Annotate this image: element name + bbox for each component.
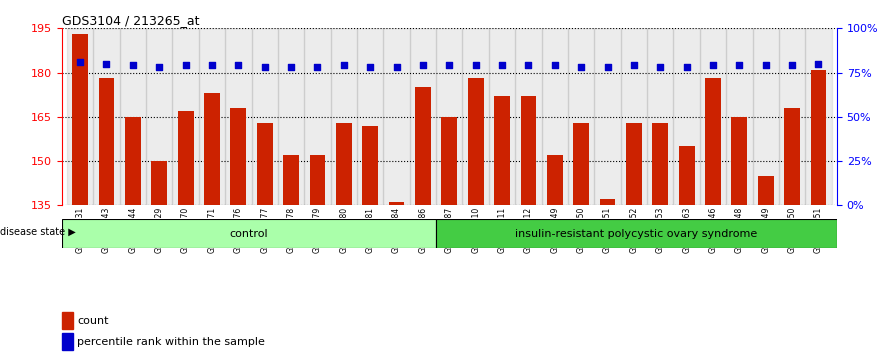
Point	[416, 63, 430, 68]
Text: control: control	[229, 229, 268, 239]
Bar	[647, 28, 673, 205]
Text: count: count	[78, 316, 108, 326]
Bar	[152, 161, 167, 354]
Bar	[494, 96, 510, 354]
Bar	[811, 70, 826, 354]
Bar	[626, 123, 642, 354]
Text: insulin-resistant polycystic ovary syndrome: insulin-resistant polycystic ovary syndr…	[515, 229, 758, 239]
Bar	[678, 146, 694, 354]
Point	[205, 63, 219, 68]
Bar	[652, 123, 668, 354]
Bar	[574, 123, 589, 354]
Bar	[62, 333, 73, 350]
Point	[601, 64, 615, 70]
Point	[310, 64, 324, 70]
Point	[811, 61, 825, 67]
Bar	[542, 28, 568, 205]
Point	[574, 64, 589, 70]
Point	[653, 64, 667, 70]
Point	[337, 63, 351, 68]
Bar	[463, 28, 489, 205]
Bar	[441, 117, 457, 354]
Bar	[700, 28, 726, 205]
Bar	[93, 28, 120, 205]
Bar	[489, 28, 515, 205]
Bar	[705, 79, 721, 354]
Bar	[256, 123, 272, 354]
Bar	[204, 93, 220, 354]
Bar	[99, 79, 115, 354]
Bar	[173, 28, 199, 205]
Point	[469, 63, 483, 68]
Point	[442, 63, 456, 68]
Bar	[283, 155, 299, 354]
Bar	[62, 312, 73, 329]
Bar	[67, 28, 93, 205]
Point	[73, 59, 87, 65]
Bar	[336, 123, 352, 354]
Text: disease state ▶: disease state ▶	[0, 227, 76, 237]
Bar	[805, 28, 832, 205]
Bar	[226, 28, 252, 205]
FancyBboxPatch shape	[436, 219, 837, 248]
Point	[627, 63, 641, 68]
FancyBboxPatch shape	[62, 219, 436, 248]
Bar	[731, 117, 747, 354]
Point	[100, 61, 114, 67]
Bar	[383, 28, 410, 205]
Bar	[726, 28, 752, 205]
Point	[363, 64, 377, 70]
Point	[759, 63, 773, 68]
Bar	[595, 28, 621, 205]
Bar	[621, 28, 647, 205]
Point	[679, 64, 693, 70]
Point	[522, 63, 536, 68]
Point	[257, 64, 271, 70]
Bar	[199, 28, 226, 205]
Bar	[357, 28, 383, 205]
Bar	[304, 28, 330, 205]
Bar	[146, 28, 173, 205]
Bar	[330, 28, 357, 205]
Text: GDS3104 / 213265_at: GDS3104 / 213265_at	[62, 14, 199, 27]
Point	[126, 63, 140, 68]
Point	[548, 63, 562, 68]
Point	[152, 64, 167, 70]
Bar	[568, 28, 595, 205]
Bar	[415, 87, 431, 354]
Bar	[515, 28, 542, 205]
Bar	[673, 28, 700, 205]
Bar	[410, 28, 436, 205]
Bar	[784, 108, 800, 354]
Point	[732, 63, 746, 68]
Bar	[231, 108, 247, 354]
Point	[179, 63, 193, 68]
Bar	[125, 117, 141, 354]
Bar	[468, 79, 484, 354]
Bar	[252, 28, 278, 205]
Point	[232, 63, 246, 68]
Point	[495, 63, 509, 68]
Bar	[752, 28, 779, 205]
Bar	[389, 202, 404, 354]
Bar	[278, 28, 304, 205]
Bar	[120, 28, 146, 205]
Point	[389, 64, 403, 70]
Bar	[72, 34, 88, 354]
Bar	[362, 126, 378, 354]
Bar	[547, 155, 563, 354]
Text: percentile rank within the sample: percentile rank within the sample	[78, 337, 265, 347]
Point	[785, 63, 799, 68]
Point	[284, 64, 298, 70]
Bar	[178, 111, 194, 354]
Bar	[758, 176, 774, 354]
Bar	[600, 199, 616, 354]
Bar	[436, 28, 463, 205]
Bar	[521, 96, 537, 354]
Bar	[309, 155, 325, 354]
Bar	[779, 28, 805, 205]
Point	[706, 63, 720, 68]
